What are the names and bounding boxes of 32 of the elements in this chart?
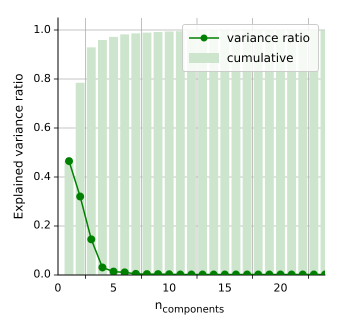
legend-label: variance ratio — [226, 31, 310, 45]
bar — [164, 31, 174, 274]
y-tick-label: 0.0 — [33, 268, 51, 281]
bar — [176, 31, 185, 274]
x-tick-label: 15 — [218, 281, 232, 294]
y-axis-title: Explained variance ratio — [11, 73, 26, 220]
point — [110, 268, 118, 275]
y-tick-label: 1.0 — [33, 23, 51, 36]
y-tick-label: 0.4 — [33, 170, 51, 183]
x-tick-label: 20 — [273, 281, 288, 294]
point — [120, 268, 129, 275]
point — [65, 157, 74, 166]
bar — [109, 36, 118, 274]
y-tick-label: 0.2 — [33, 218, 51, 232]
bar — [64, 161, 74, 274]
x-tick-label: 10 — [162, 281, 176, 294]
x-tick-label: 0 — [54, 281, 62, 294]
y-tick-label: 0.8 — [33, 72, 51, 85]
bar — [131, 33, 140, 274]
bar — [76, 82, 85, 274]
point — [98, 263, 106, 272]
point — [87, 235, 96, 244]
bar — [154, 32, 163, 274]
x-tick-label: 5 — [110, 281, 118, 294]
x-axis-title: n$_{components}$ — [154, 298, 226, 316]
point — [76, 192, 84, 201]
bar — [120, 34, 130, 274]
y-tick-label: 0.6 — [33, 120, 51, 134]
bar — [98, 40, 107, 274]
legend-label: cumulative — [226, 51, 294, 65]
bar — [142, 32, 152, 274]
bar — [86, 47, 96, 274]
